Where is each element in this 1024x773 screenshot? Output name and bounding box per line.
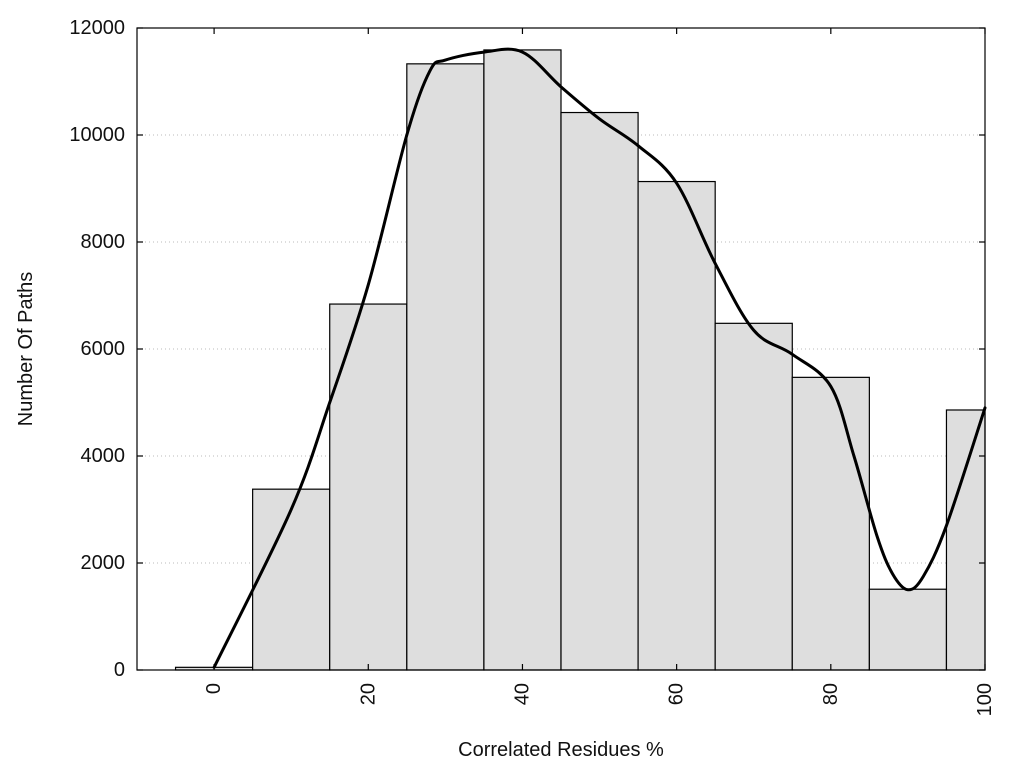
histogram-bar (252, 488, 331, 671)
density-curve-layer (212, 47, 987, 669)
histogram-bars (174, 49, 986, 671)
histogram-bar (560, 111, 639, 671)
x-axis-label: Correlated Residues % (458, 739, 664, 761)
histogram-bar (406, 63, 485, 671)
histogram-bar (329, 303, 408, 671)
y-tick-label: 8000 (81, 231, 126, 253)
x-tick-label: 80 (820, 683, 842, 705)
y-tick-label: 10000 (69, 124, 125, 146)
x-tick-label: 100 (974, 683, 996, 716)
y-tick-label: 0 (114, 659, 125, 681)
x-tick-label: 60 (666, 683, 688, 705)
x-tick-label: 40 (511, 683, 533, 705)
y-tick-label: 2000 (81, 552, 126, 574)
histogram-bar (791, 376, 870, 671)
histogram-bar (637, 180, 716, 671)
x-tick-label: 20 (357, 683, 379, 705)
histogram-bar (483, 49, 562, 671)
y-tick-label: 4000 (81, 445, 126, 467)
x-axis-ticks: 0 20 40 60 80 100 (203, 28, 996, 716)
histogram-bar (945, 409, 986, 671)
y-axis-label: Number Of Paths (15, 272, 37, 427)
y-axis-ticks: 0 2000 4000 6000 8000 10000 12000 (69, 17, 985, 681)
density-curve (212, 47, 987, 669)
histogram-bar (714, 322, 793, 671)
x-tick-label: 0 (203, 683, 225, 694)
histogram-bar (868, 588, 948, 671)
y-tick-label: 6000 (81, 338, 126, 360)
y-tick-label: 12000 (69, 17, 125, 39)
